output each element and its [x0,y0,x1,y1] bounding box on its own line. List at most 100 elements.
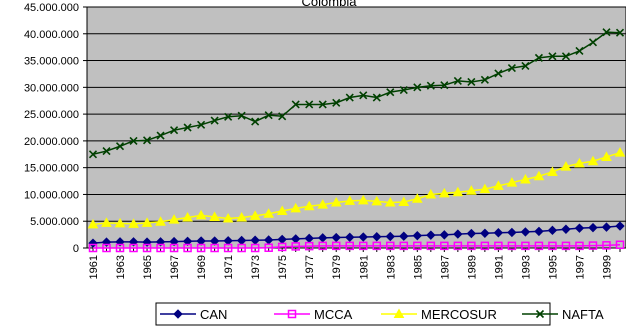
data-point-mercosur [411,193,423,203]
data-point-can [399,231,409,241]
data-point-mercosur [249,210,261,220]
data-point-mercosur [303,200,315,211]
data-point-mercosur [209,211,220,221]
data-point-can [331,232,341,243]
data-point-mcca [223,243,233,253]
x-tick-label: 1987 [439,255,451,279]
data-point-nafta [224,112,233,121]
data-point-mercosur [587,155,599,166]
data-point-mcca [345,241,354,251]
data-point-nafta [440,81,449,90]
data-point-mcca [534,241,544,251]
data-point-can [345,232,355,242]
data-point-mcca [142,243,152,253]
data-point-nafta [129,136,138,145]
legend-item-nafta: NAFTA [522,307,604,322]
data-point-can [412,230,423,241]
data-point-nafta [561,52,571,61]
data-point-nafta [183,123,192,132]
data-point-mcca [521,241,530,251]
legend-label-nafta: NAFTA [562,307,604,322]
data-point-mercosur [276,205,288,216]
y-tick-label: 20.000.000 [24,136,79,148]
data-point-mcca [386,241,395,251]
data-point-nafta [210,116,219,125]
data-point-nafta [156,131,165,140]
x-tick-label: 1985 [412,255,424,279]
data-point-can [466,228,477,239]
x-tick-label: 1971 [223,255,235,279]
data-point-can [439,230,450,240]
data-point-nafta [332,98,341,107]
data-point-nafta [305,100,314,109]
series-line-can [92,225,621,244]
y-tick-label: 15.000.000 [24,163,79,175]
data-point-nafta [170,126,179,135]
data-point-mcca [129,243,138,253]
data-point-mercosur [344,195,356,205]
data-point-nafta [615,28,625,37]
x-tick-label: 1977 [304,255,316,279]
y-tick-label: 25.000.000 [24,109,79,121]
legend-label-mcca: MCCA [314,307,353,322]
x-tick-label: 1963 [115,255,127,279]
data-point-mcca [277,242,287,252]
data-point-mcca [548,241,557,251]
data-point-mcca [88,243,98,253]
data-point-mcca [440,241,449,251]
x-tick-label: 1999 [601,255,613,279]
y-tick-label: 40.000.000 [24,29,79,41]
data-point-mcca [413,241,422,251]
y-tick-label: 5.000.000 [30,216,79,228]
data-point-mcca [602,241,611,250]
data-point-mcca [304,241,314,251]
data-point-mercosur [141,217,153,227]
data-point-can [169,236,179,247]
data-point-mcca [331,241,341,251]
data-point-nafta [602,28,611,37]
data-point-mcca [359,241,368,251]
data-point-nafta [548,52,557,61]
data-point-can [534,226,544,237]
y-tick-label: 45.000.000 [24,2,79,14]
data-point-nafta [251,117,260,126]
x-tick-label: 1993 [520,255,532,279]
series-line-mercosur [92,151,621,226]
data-point-can [372,232,382,242]
data-point-mcca [102,243,111,253]
legend-label-can: CAN [200,307,227,322]
y-axis-ticks: 0 5.000.000 10.000.000 15.000.000 20.000.000… [24,2,87,255]
data-point-mercosur [533,170,545,181]
data-point-nafta [426,81,435,90]
data-point-mercosur [114,217,126,228]
data-point-mercosur [384,196,396,207]
data-point-nafta [521,61,530,70]
x-tick-label: 1965 [142,255,154,279]
data-point-mcca [210,243,219,253]
data-point-mcca [318,241,327,251]
legend-label-mercosur: MERCOSUR [421,307,497,322]
data-point-mcca [480,241,490,251]
data-point-can [601,222,612,232]
data-point-mercosur [493,180,504,190]
data-point-mcca [494,241,503,251]
data-point-can [588,222,598,233]
data-point-mcca [291,242,300,251]
data-point-mercosur [317,199,329,209]
x-tick-label: 1975 [277,255,289,279]
data-point-mcca [426,241,436,251]
data-point-mcca [156,243,165,253]
data-point-can [547,225,558,236]
legend-item-can: CAN [160,307,227,322]
x-tick-label: 1983 [385,255,397,279]
data-point-mcca [372,241,382,251]
data-point-mcca [588,241,598,250]
x-axis-ticks: 1961 1963 1965 1967 1969 1971 1973 1975 1977 1979… [88,248,621,279]
data-point-mercosur [547,166,558,176]
data-point-nafta [453,76,462,85]
data-point-can [615,221,625,231]
data-point-mercosur [574,157,585,168]
plot-area [86,6,626,249]
data-point-nafta [386,88,395,97]
data-point-mercosur [452,186,464,197]
